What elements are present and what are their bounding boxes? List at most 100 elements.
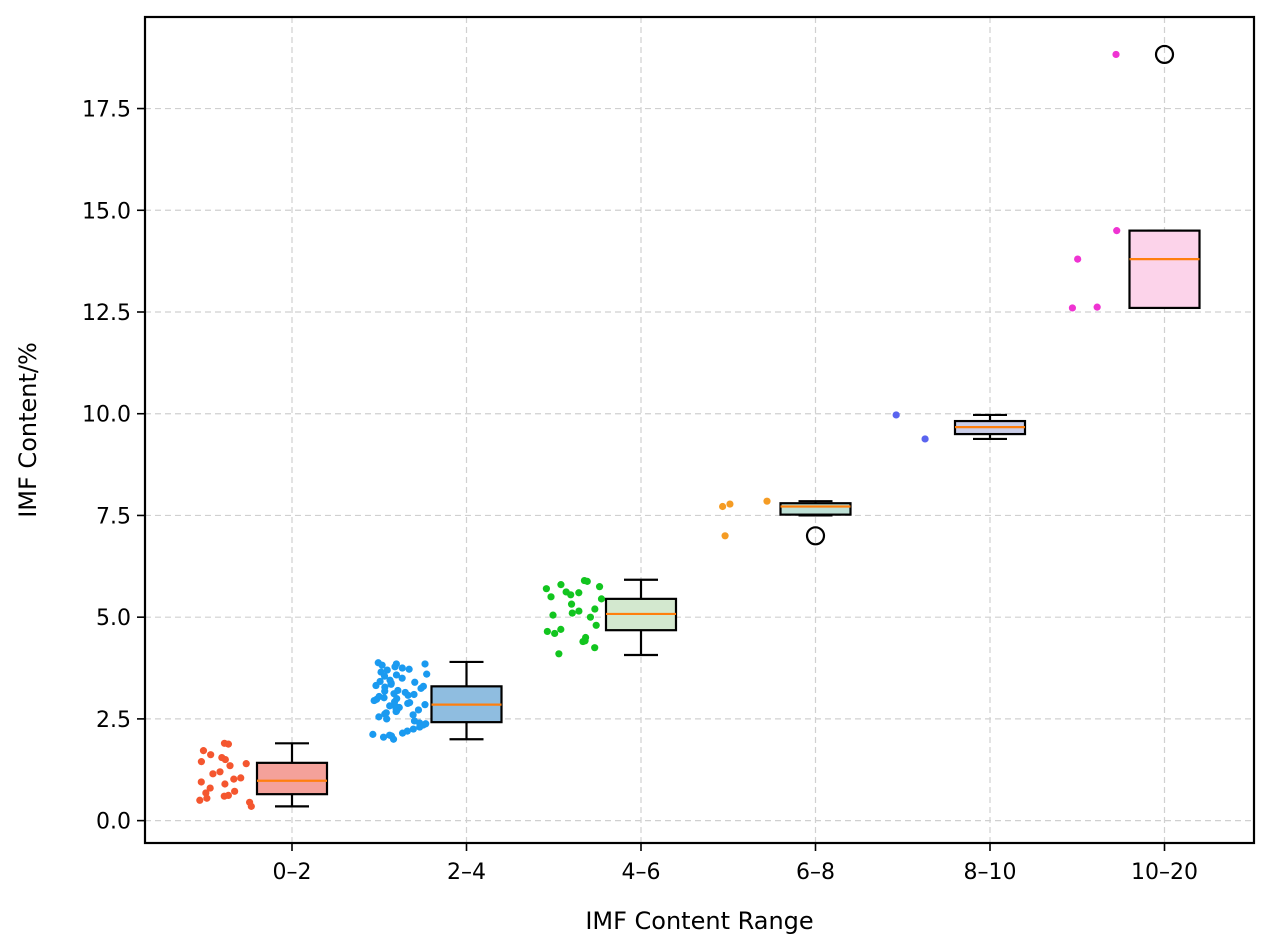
x-tick-label: 2–4 — [447, 860, 486, 885]
jitter-point — [387, 680, 395, 688]
jitter-point — [423, 670, 431, 678]
jitter-point — [209, 770, 217, 778]
box-2 — [604, 578, 678, 657]
jitter-point — [592, 621, 600, 629]
jitter-point — [378, 661, 386, 669]
jitter-point — [405, 665, 413, 673]
jitter-point — [369, 730, 377, 738]
y-axis-label: IMF Content/% — [14, 342, 42, 518]
y-tick-label: 7.5 — [96, 504, 131, 529]
jitter-point — [1074, 255, 1082, 263]
jitter-point — [557, 625, 565, 633]
jitter-point — [220, 792, 228, 800]
jitter-point — [721, 532, 729, 540]
jitter-point — [409, 725, 417, 733]
outlier-point — [1154, 44, 1175, 65]
jitter-point — [224, 740, 233, 748]
jitter-point — [404, 699, 412, 708]
jitter-point — [380, 694, 388, 702]
jitter-point — [414, 706, 423, 714]
jitter-point — [547, 593, 555, 601]
jitter-point — [575, 589, 583, 597]
jitter-point — [575, 607, 583, 615]
x-tick-label: 10–20 — [1131, 860, 1198, 885]
jitter-point — [203, 794, 211, 802]
jitter-point — [221, 780, 229, 788]
x-tick-label: 8–10 — [964, 860, 1017, 885]
box-4 — [953, 413, 1027, 441]
jitter-point — [207, 751, 215, 759]
jitter-point — [383, 715, 391, 723]
jitter-point — [372, 681, 380, 690]
x-axis-ticks: 0–2 2–4 4–6 6–8 8–10 10–20 — [273, 843, 1198, 885]
jitter-point — [398, 664, 406, 672]
jitter-point — [542, 585, 550, 593]
y-tick-label: 12.5 — [82, 301, 131, 326]
jitter-point — [421, 701, 429, 709]
jitter-point — [411, 678, 419, 686]
jitter-point — [586, 613, 595, 621]
jitter-point — [421, 660, 429, 668]
jitter-point — [583, 577, 591, 585]
jitter-point — [398, 674, 406, 682]
jitter-point — [379, 733, 388, 741]
jitter-point — [237, 774, 245, 782]
jitter-point — [597, 595, 606, 603]
jitter-point — [567, 600, 576, 608]
jitter-point — [375, 713, 383, 721]
jitter-point — [718, 502, 727, 511]
jitter-point — [199, 747, 208, 755]
jitter-point — [568, 609, 576, 617]
box-5 — [1128, 44, 1201, 310]
jitter-point — [579, 637, 587, 646]
box-1 — [430, 660, 503, 741]
jitter-point — [557, 581, 565, 589]
y-tick-label: 2.5 — [96, 708, 131, 733]
grid-lines — [145, 17, 1254, 843]
y-tick-label: 5.0 — [96, 606, 131, 631]
jitter-point — [197, 758, 205, 766]
jitter-point — [383, 666, 391, 674]
y-tick-label: 0.0 — [96, 810, 131, 835]
jitter-point — [591, 605, 599, 613]
jitter-point — [230, 775, 238, 783]
x-tick-label: 4–6 — [622, 860, 661, 885]
jitter-point — [404, 691, 412, 699]
jitter-point — [389, 735, 398, 743]
jitter-point — [216, 768, 224, 776]
jitter-point — [398, 729, 407, 737]
jitter-points — [196, 50, 1121, 810]
jitter-point — [543, 627, 551, 636]
jitter-point — [386, 702, 394, 710]
jitter-point — [591, 644, 599, 652]
jitter-point — [206, 784, 214, 792]
y-tick-label: 10.0 — [82, 403, 131, 428]
x-axis-label: IMF Content Range — [585, 907, 813, 935]
jitter-point — [549, 611, 557, 619]
jitter-point — [892, 411, 900, 419]
jitter-point — [410, 690, 418, 699]
jitter-point — [416, 723, 424, 731]
boxes — [255, 44, 1201, 808]
jitter-point — [763, 497, 771, 505]
y-tick-label: 17.5 — [82, 98, 131, 123]
y-axis-ticks: 0.0 2.5 5.0 7.5 10.0 12.5 15.0 17.5 — [82, 98, 145, 835]
jitter-point — [197, 778, 205, 786]
box-body — [779, 502, 852, 516]
jitter-point — [726, 500, 734, 508]
y-tick-label: 15.0 — [82, 199, 131, 224]
box-0 — [255, 742, 329, 808]
jitter-point — [381, 687, 389, 695]
jitter-point — [921, 435, 929, 443]
jitter-point — [247, 802, 255, 810]
jitter-point — [391, 663, 399, 671]
jitter-point — [370, 696, 378, 705]
jitter-point — [392, 707, 400, 716]
plot-frame — [143, 15, 1256, 845]
jitter-point — [226, 762, 234, 770]
jitter-point — [551, 629, 559, 638]
jitter-point — [595, 583, 604, 591]
x-tick-label: 0–2 — [273, 860, 312, 885]
